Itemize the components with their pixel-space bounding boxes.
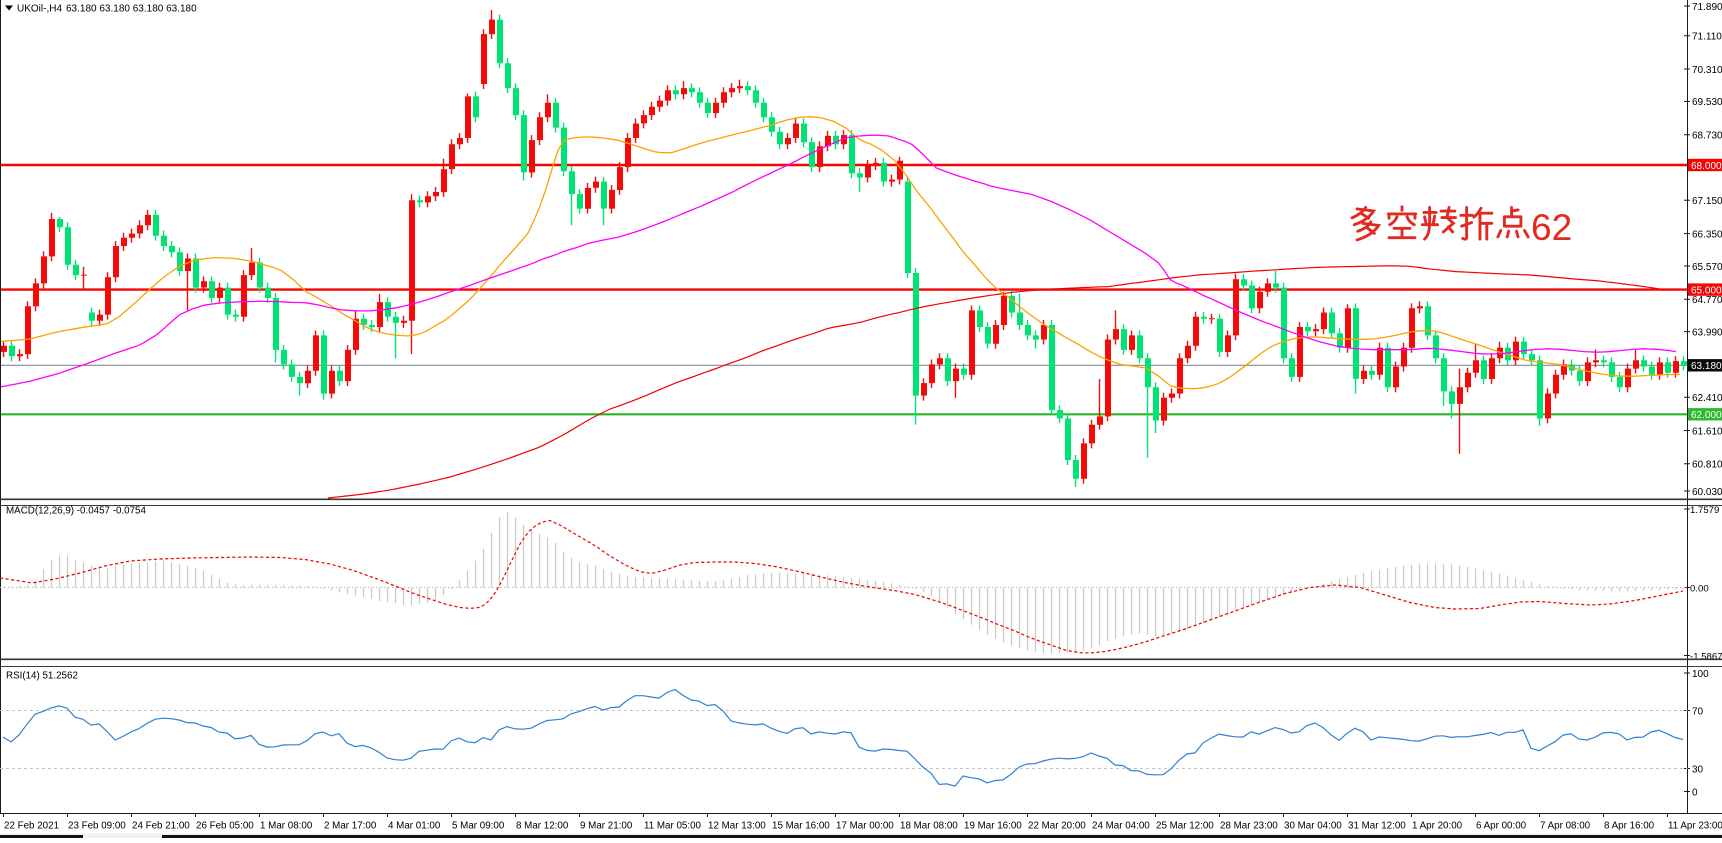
- svg-text:8 Apr 16:00: 8 Apr 16:00: [1604, 821, 1655, 832]
- svg-text:65.570: 65.570: [1692, 262, 1722, 273]
- svg-text:MACD(12,26,9) -0.0457 -0.0754: MACD(12,26,9) -0.0457 -0.0754: [6, 506, 147, 517]
- svg-text:100: 100: [1692, 669, 1709, 680]
- svg-text:4 Mar 01:00: 4 Mar 01:00: [388, 821, 441, 832]
- svg-text:65.000: 65.000: [1691, 285, 1722, 296]
- svg-text:28 Mar 23:00: 28 Mar 23:00: [1220, 821, 1278, 832]
- svg-text:7 Apr 08:00: 7 Apr 08:00: [1540, 821, 1591, 832]
- svg-text:15 Mar 16:00: 15 Mar 16:00: [772, 821, 830, 832]
- svg-text:60.810: 60.810: [1692, 460, 1722, 471]
- svg-text:70.310: 70.310: [1692, 65, 1722, 76]
- svg-text:UKOil-,H4: UKOil-,H4: [17, 4, 62, 15]
- svg-text:6 Apr 00:00: 6 Apr 00:00: [1476, 821, 1527, 832]
- svg-text:11 Apr 23:00: 11 Apr 23:00: [1668, 821, 1722, 832]
- svg-text:0: 0: [1692, 787, 1698, 798]
- svg-text:1 Apr 20:00: 1 Apr 20:00: [1412, 821, 1463, 832]
- svg-text:8 Mar 12:00: 8 Mar 12:00: [516, 821, 569, 832]
- svg-text:67.150: 67.150: [1692, 196, 1722, 207]
- svg-text:24 Mar 04:00: 24 Mar 04:00: [1092, 821, 1150, 832]
- svg-text:71.110: 71.110: [1692, 32, 1722, 43]
- svg-text:63.990: 63.990: [1692, 327, 1722, 338]
- svg-text:25 Mar 12:00: 25 Mar 12:00: [1156, 821, 1214, 832]
- svg-text:22 Mar 20:00: 22 Mar 20:00: [1028, 821, 1086, 832]
- svg-text:68.000: 68.000: [1691, 161, 1722, 172]
- svg-text:12 Mar 13:00: 12 Mar 13:00: [708, 821, 766, 832]
- svg-text:62.410: 62.410: [1692, 393, 1722, 404]
- svg-text:30 Mar 04:00: 30 Mar 04:00: [1284, 821, 1342, 832]
- svg-text:17 Mar 00:00: 17 Mar 00:00: [836, 821, 894, 832]
- svg-text:30: 30: [1692, 764, 1704, 775]
- svg-text:68.730: 68.730: [1692, 131, 1722, 142]
- svg-text:-1.5867: -1.5867: [1690, 651, 1722, 662]
- svg-text:2 Mar 17:00: 2 Mar 17:00: [324, 821, 377, 832]
- svg-text:5 Mar 09:00: 5 Mar 09:00: [452, 821, 505, 832]
- svg-text:22 Feb 2021: 22 Feb 2021: [4, 821, 59, 832]
- svg-text:26 Feb 05:00: 26 Feb 05:00: [196, 821, 254, 832]
- svg-text:9 Mar 21:00: 9 Mar 21:00: [580, 821, 633, 832]
- svg-text:31 Mar 12:00: 31 Mar 12:00: [1348, 821, 1406, 832]
- svg-text:11 Mar 05:00: 11 Mar 05:00: [644, 821, 702, 832]
- svg-text:1.7579: 1.7579: [1690, 505, 1719, 516]
- svg-text:61.610: 61.610: [1692, 426, 1722, 437]
- svg-text:71.890: 71.890: [1692, 2, 1722, 13]
- svg-text:63.180: 63.180: [1691, 361, 1722, 372]
- svg-text:23 Feb 09:00: 23 Feb 09:00: [68, 821, 126, 832]
- svg-text:0.00: 0.00: [1690, 583, 1709, 594]
- svg-text:19 Mar 16:00: 19 Mar 16:00: [964, 821, 1022, 832]
- svg-text:70: 70: [1692, 706, 1704, 717]
- svg-text:24 Feb 21:00: 24 Feb 21:00: [132, 821, 190, 832]
- svg-text:18 Mar 08:00: 18 Mar 08:00: [900, 821, 958, 832]
- svg-text:RSI(14) 51.2562: RSI(14) 51.2562: [6, 671, 78, 682]
- svg-text:62.000: 62.000: [1691, 410, 1722, 421]
- svg-text:1 Mar 08:00: 1 Mar 08:00: [260, 821, 313, 832]
- svg-text:66.350: 66.350: [1692, 229, 1722, 240]
- svg-text:63.180 63.180 63.180 63.180: 63.180 63.180 63.180 63.180: [66, 4, 197, 15]
- svg-text:64.770: 64.770: [1692, 295, 1722, 306]
- svg-text:60.030: 60.030: [1692, 487, 1722, 498]
- svg-text:69.530: 69.530: [1692, 97, 1722, 108]
- svg-text:62: 62: [1531, 207, 1572, 248]
